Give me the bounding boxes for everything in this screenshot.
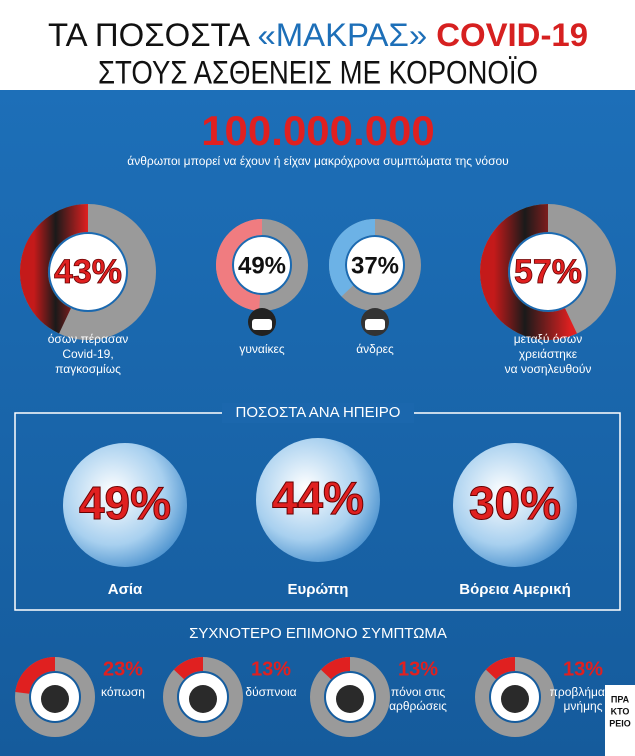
donut-arc	[320, 657, 351, 680]
mask-icon	[365, 319, 385, 330]
continent-value: 44%	[272, 472, 364, 524]
logo-bg	[605, 685, 635, 756]
continent-value: 49%	[79, 477, 171, 529]
donut-caption: άνδρες	[356, 342, 394, 356]
donut-arc	[485, 657, 516, 680]
symptom-value: 13%	[398, 658, 438, 680]
symptom-text: αρθρώσεις	[389, 699, 447, 713]
symptom-icon	[501, 685, 529, 713]
symptom-heading: ΣΥΧΝΟΤΕΡΟ ΕΠΙΜΟΝΟ ΣΥΜΠΤΩΜΑ	[189, 625, 447, 642]
symptom-text: μνήμης	[564, 699, 603, 713]
donut-caption: να νοσηλευθούν	[505, 362, 592, 376]
continent-value: 30%	[469, 477, 561, 529]
donut-caption: όσων πέρασαν	[48, 332, 129, 346]
symptom-text: δύσπνοια	[245, 685, 296, 699]
logo-text: ΚΤΟ	[611, 706, 630, 716]
headline-number: 100.000.000	[201, 107, 435, 154]
logo: ΠΡΑ ΚΤΟ ΡΕΙΟ	[605, 685, 635, 756]
title-line2: ΣΤΟΥΣ ΑΣΘΕΝΕΙΣ ΜΕ ΚΟΡΟΝΟΪΟ	[98, 54, 538, 90]
header-bg	[0, 0, 635, 90]
symptom-text: κόπωση	[101, 685, 145, 699]
donut-caption: Covid-19,	[62, 347, 113, 361]
donut-arc	[329, 219, 376, 297]
globe	[453, 443, 577, 567]
logo-text: ΡΕΙΟ	[609, 718, 631, 728]
title-part: COVID-19	[436, 17, 588, 53]
donut-caption: παγκοσμίως	[55, 362, 121, 376]
donut-arc	[173, 657, 204, 680]
symptom-value: 23%	[103, 658, 143, 680]
donut-label: 37%	[351, 252, 399, 279]
symptom-icon	[189, 685, 217, 713]
donut-arc	[480, 204, 577, 340]
donut-caption: μεταξύ όσων	[514, 332, 583, 346]
symptom-value: 13%	[251, 658, 291, 680]
symptom-value: 13%	[563, 658, 603, 680]
symptom-icon	[336, 685, 364, 713]
continent-name: Βόρεια Αμερική	[459, 581, 571, 598]
continent-name: Ευρώπη	[288, 581, 349, 598]
donut-arc	[216, 219, 263, 311]
continent-heading: ΠΟΣΟΣΤΑ ΑΝΑ ΗΠΕΙΡΟ	[236, 404, 401, 421]
donut-caption: χρειάστηκε	[519, 347, 578, 361]
headline-text: άνθρωποι μπορεί να έχουν ή είχαν μακρόχρ…	[127, 154, 508, 168]
mask-icon	[252, 319, 272, 330]
heading-bg	[222, 403, 414, 423]
symptom-icon	[41, 685, 69, 713]
donut-caption: γυναίκες	[239, 342, 285, 356]
donut-arc	[15, 657, 56, 695]
donut-label: 49%	[238, 252, 286, 279]
symptom-text: προβλήματα	[550, 685, 617, 699]
symptom-text: πόνοι στις	[391, 685, 445, 699]
globe	[63, 443, 187, 567]
title-part: ΤΑ ΠΟΣΟΣΤΑ	[48, 17, 251, 53]
donut-center	[234, 237, 290, 293]
title: ΤΑ ΠΟΣΟΣΤΑ «ΜΑΚΡΑΣ» COVID-19	[48, 17, 588, 53]
donut-center	[347, 237, 403, 293]
globe	[256, 438, 380, 562]
donut-label: 43%	[54, 253, 122, 291]
title-part: «ΜΑΚΡΑΣ»	[257, 17, 427, 53]
donut-center	[510, 234, 586, 310]
donut-center	[50, 234, 126, 310]
donut-label: 57%	[514, 253, 582, 291]
donut-arc	[20, 204, 89, 334]
continent-name: Ασία	[108, 581, 143, 598]
logo-text: ΠΡΑ	[611, 694, 630, 704]
